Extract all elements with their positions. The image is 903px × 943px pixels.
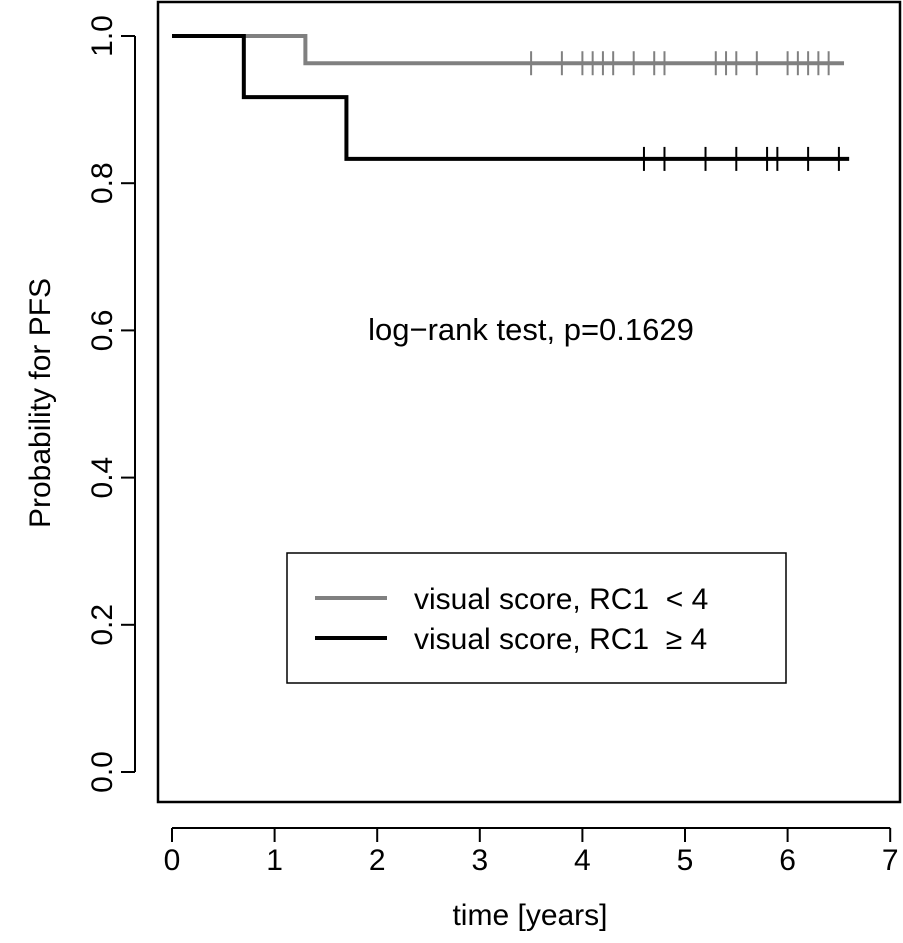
- y-tick-label-0.4: 0.4: [86, 457, 119, 499]
- km-curve-high: [172, 34, 850, 161]
- x-tick-label-3: 3: [471, 844, 488, 877]
- y-tick-label-0.6: 0.6: [86, 310, 119, 352]
- x-tick-label-6: 6: [779, 844, 796, 877]
- y-axis-title: Probability for PFS: [24, 278, 57, 528]
- axes: 0 1 2 3 4 5 6 7 0.0 0.2 0.4 0.6 0.8 1.0: [86, 15, 899, 877]
- y-tick-label-0.8: 0.8: [86, 162, 119, 204]
- x-axis-title: time [years]: [452, 899, 607, 932]
- x-tick-label-7: 7: [882, 844, 899, 877]
- y-tick-label-0.2: 0.2: [86, 604, 119, 646]
- legend-label-low: visual score, RC1 < 4: [414, 583, 708, 616]
- x-tick-label-2: 2: [369, 844, 386, 877]
- legend: visual score, RC1 < 4 visual score, RC1 …: [286, 552, 787, 684]
- series-layer: [172, 34, 850, 171]
- y-tick-label-1.0: 1.0: [86, 15, 119, 57]
- y-tick-label-0.0: 0.0: [86, 751, 119, 793]
- km-curve-low: [172, 34, 845, 66]
- x-tick-label-5: 5: [677, 844, 694, 877]
- x-tick-label-0: 0: [164, 844, 181, 877]
- plot-frame: [156, 0, 902, 804]
- logrank-annotation: log−rank test, p=0.1629: [368, 312, 694, 347]
- legend-label-high: visual score, RC1 ≥ 4: [414, 623, 707, 656]
- legend-box: [286, 552, 787, 684]
- x-tick-label-1: 1: [266, 844, 283, 877]
- x-tick-label-4: 4: [574, 844, 591, 877]
